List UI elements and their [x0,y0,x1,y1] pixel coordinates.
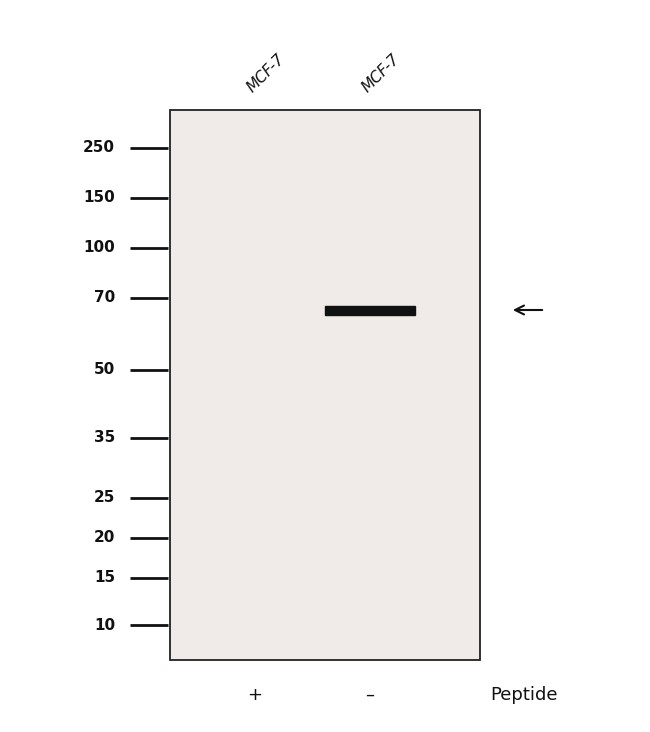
Text: 50: 50 [94,362,115,378]
Text: 25: 25 [94,490,115,506]
Text: 250: 250 [83,141,115,155]
Text: 20: 20 [94,531,115,545]
Text: Peptide: Peptide [490,686,558,704]
Text: 10: 10 [94,618,115,632]
Text: 150: 150 [83,190,115,206]
Text: +: + [248,686,263,704]
Text: 35: 35 [94,430,115,446]
Bar [325,305,415,315]
Text: 100: 100 [83,241,115,255]
Text: 15: 15 [94,570,115,586]
Text: 70: 70 [94,291,115,305]
Bar [170,110,480,660]
Text: –: – [365,686,374,704]
Text: MCF-7: MCF-7 [359,51,403,95]
Text: MCF-7: MCF-7 [244,51,288,95]
